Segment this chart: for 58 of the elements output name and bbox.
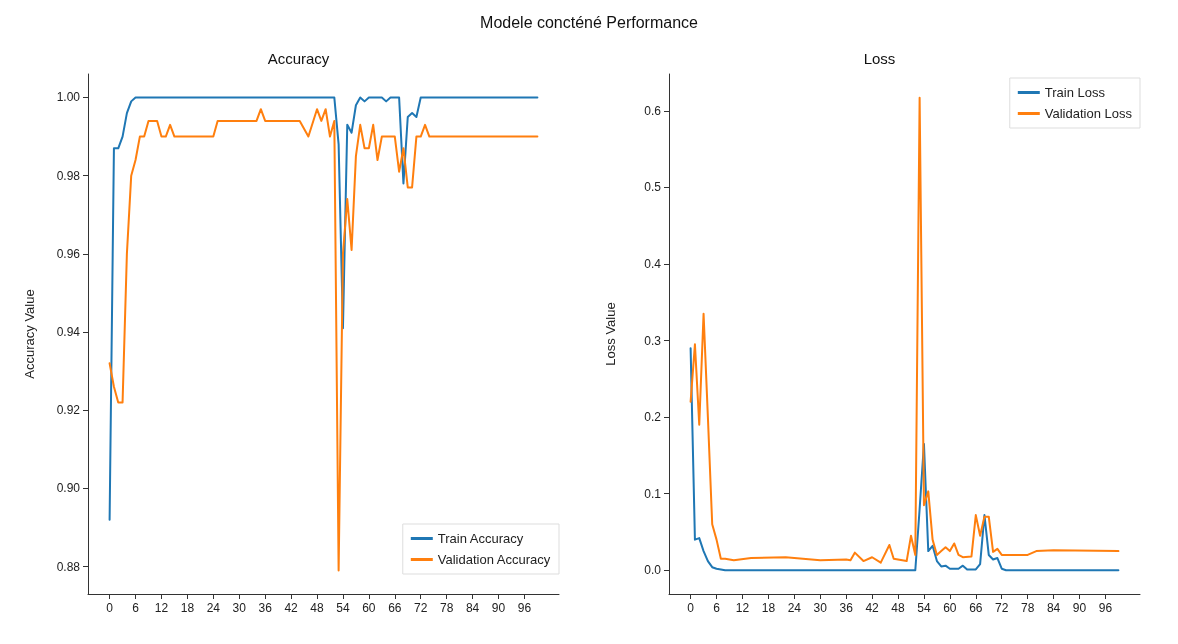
y-tick-label: 0.88 — [56, 559, 81, 574]
x-tick-label: 78 — [1020, 601, 1035, 615]
x-tick-label: 30 — [232, 601, 247, 615]
y-tick-label: 0.98 — [56, 168, 81, 183]
y-tick-label: 0.5 — [644, 180, 662, 195]
text: Modele concténé Performance — [480, 14, 698, 31]
x-tick-label: 96 — [1098, 601, 1113, 615]
x-tick-label: 24 — [787, 601, 802, 615]
y-tick-label: 0.90 — [56, 481, 81, 496]
y-tick-label: 0.94 — [56, 325, 81, 340]
x-tick-label: 66 — [969, 601, 983, 615]
y-tick-label: 0.3 — [644, 333, 662, 348]
x-tick-label: 90 — [1072, 601, 1087, 615]
x-tick-label: 18 — [761, 601, 776, 615]
chart-title: Loss — [863, 50, 896, 67]
x-tick-label: 54 — [336, 601, 350, 615]
x-tick-label: 78 — [439, 601, 454, 615]
x-tick-label: 72 — [995, 601, 1009, 615]
x-tick-label: 48 — [891, 601, 906, 615]
y-axis-title: Accuracy Value — [22, 289, 37, 379]
x-tick-label: 42 — [284, 601, 299, 615]
x-tick-label: 72 — [414, 601, 428, 615]
x-tick-label: 54 — [917, 601, 931, 615]
y-tick-label: 0.0 — [644, 563, 662, 578]
y-tick-label: 1.00 — [56, 90, 81, 105]
legend-label: Train Loss — [1044, 85, 1106, 100]
legend-label: Train Accuracy — [437, 531, 524, 546]
y-tick-label: 0.92 — [56, 403, 81, 418]
x-tick-label: 6 — [132, 601, 140, 615]
y-tick-label: 0.6 — [644, 103, 662, 118]
x-tick-label: 60 — [362, 601, 376, 615]
line-series — [689, 347, 1120, 572]
x-tick-label: 84 — [465, 601, 480, 615]
x-tick-label: 18 — [180, 601, 195, 615]
x-tick-label: 0 — [106, 601, 114, 615]
legend-label: Validation Accuracy — [437, 552, 551, 567]
x-tick-label: 6 — [713, 601, 721, 615]
x-tick-label: 36 — [839, 601, 854, 615]
x-tick-label: 12 — [154, 601, 169, 615]
x-tick-label: 42 — [865, 601, 880, 615]
x-tick-label: 36 — [258, 601, 273, 615]
legend-label: Validation Loss — [1044, 106, 1133, 121]
x-tick-label: 96 — [517, 601, 532, 615]
x-tick-label: 12 — [735, 601, 750, 615]
x-tick-label: 66 — [388, 601, 402, 615]
y-tick-label: 0.2 — [644, 410, 662, 425]
chart-title: Accuracy — [267, 50, 330, 67]
x-tick-label: 90 — [491, 601, 506, 615]
y-axis-title: Loss Value — [603, 302, 618, 366]
x-tick-label: 0 — [687, 601, 695, 615]
x-tick-label: 48 — [310, 601, 325, 615]
x-tick-label: 24 — [206, 601, 221, 615]
y-tick-label: 0.96 — [56, 246, 81, 261]
x-tick-label: 60 — [943, 601, 957, 615]
x-tick-label: 84 — [1046, 601, 1061, 615]
y-tick-label: 0.4 — [644, 256, 662, 271]
y-tick-label: 0.1 — [644, 486, 662, 501]
x-tick-label: 30 — [813, 601, 828, 615]
